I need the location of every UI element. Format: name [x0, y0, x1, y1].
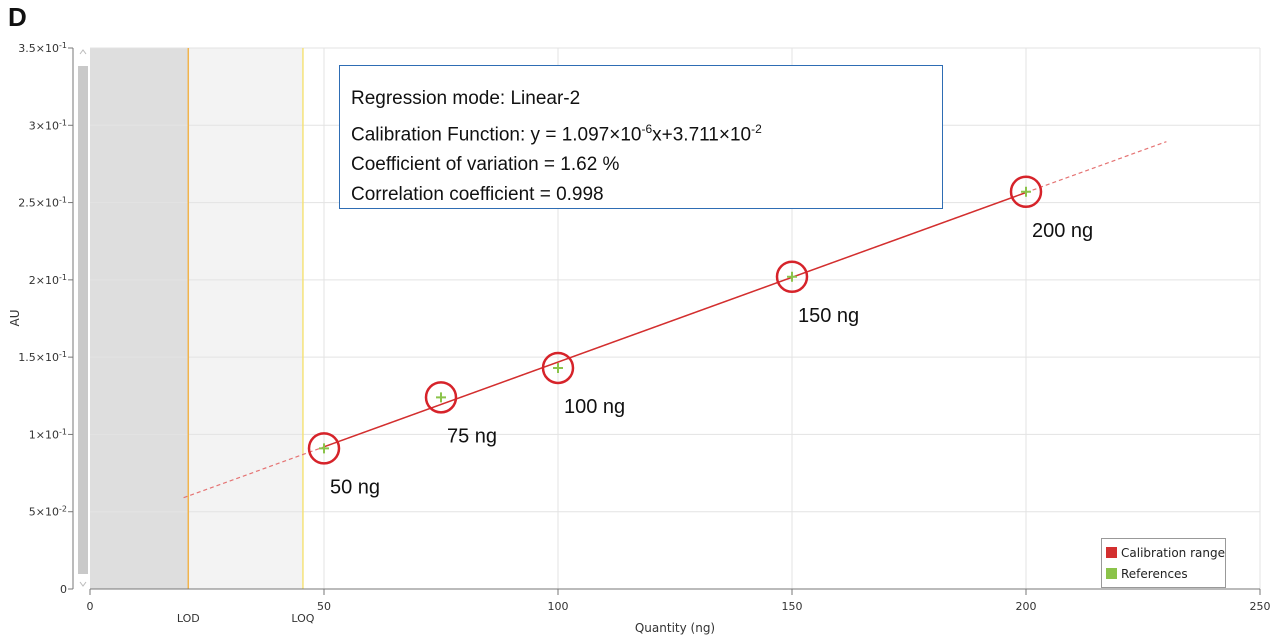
x-tick-label: 100 — [548, 600, 569, 613]
y-axis-title: AU — [8, 310, 22, 327]
regression-info-box: Regression mode: Linear-2 Calibration Fu… — [339, 65, 943, 209]
point-label: 50 ng — [330, 476, 380, 498]
x-tick-label: 250 — [1250, 600, 1271, 613]
legend-item-calibration-range[interactable]: Calibration range — [1106, 542, 1225, 563]
y-tick-label: 3.5×10-1 — [18, 41, 67, 55]
y-tick-label: 5×10-2 — [29, 505, 67, 519]
y-tick-label-base: 2.5×10 — [18, 197, 59, 210]
plot-layer: 50 ng 75 ng 100 ng 150 ng 200 ng — [183, 141, 1167, 498]
y-tick-label-exponent: -1 — [59, 273, 67, 282]
y-tick-label-exponent: -2 — [59, 505, 67, 514]
correlation-coefficient-text: Correlation coefficient = 0.998 — [351, 184, 604, 206]
panel-label: D — [8, 2, 27, 32]
reference-point-marker — [553, 362, 563, 373]
y-scrollbar-thumb[interactable] — [78, 66, 88, 574]
point-label: 100 ng — [564, 396, 625, 418]
y-tick-label: 2.5×10-1 — [18, 196, 67, 210]
y-tick-label: 0 — [60, 583, 67, 596]
background-layer — [90, 48, 303, 589]
loq-label: LOQ — [291, 612, 314, 625]
y-tick-label-base: 3.5×10 — [18, 42, 59, 55]
y-tick-label: 1×10-1 — [29, 427, 67, 441]
lod-label: LOD — [177, 612, 200, 625]
y-tick-label-base: 0 — [60, 583, 67, 596]
chart-legend: Calibration range References — [1101, 538, 1226, 588]
regression-mode-text: Regression mode: Linear-2 — [351, 88, 581, 109]
calibration-point-marker — [424, 381, 458, 414]
reference-point-marker — [1021, 186, 1031, 197]
point-label: 150 ng — [798, 305, 859, 327]
references-swatch — [1106, 568, 1117, 579]
x-tick-label: 0 — [87, 600, 94, 613]
y-tick-label-base: 1×10 — [29, 428, 59, 441]
x-tick-label: 200 — [1016, 600, 1037, 613]
calibration-range-line — [323, 191, 1027, 448]
reference-point-marker — [319, 443, 329, 454]
calibration-point-marker — [307, 432, 341, 465]
y-tick-label: 2×10-1 — [29, 273, 67, 287]
lod-loq-region — [188, 48, 303, 589]
scroll-up-arrow-icon — [79, 49, 87, 55]
reference-point-marker — [787, 271, 797, 282]
below-lod-region — [90, 48, 189, 589]
y-tick-label-base: 2×10 — [29, 274, 59, 287]
reference-point-marker — [436, 392, 446, 403]
calibration-function-prefix: Calibration Function: y = 1.097×10 — [351, 124, 642, 146]
y-tick-label-exponent: -1 — [59, 41, 67, 50]
y-tick-label: 1.5×10-1 — [18, 350, 67, 364]
coefficient-of-variation-text: Coefficient of variation = 1.62 % — [351, 154, 620, 176]
y-tick-label-exponent: -1 — [59, 196, 67, 205]
scroll-down-arrow-icon — [79, 581, 87, 587]
calibration-function-exponent-1: -6 — [641, 122, 653, 136]
x-axis-title: Quantity (ng) — [635, 621, 715, 635]
y-tick-label: 3×10-1 — [29, 118, 67, 132]
calibration-point-marker — [541, 351, 575, 385]
legend-label-calibration-range: Calibration range — [1121, 545, 1225, 560]
calibration-point-marker — [775, 260, 809, 294]
x-tick-label: 150 — [782, 600, 803, 613]
y-tick-label-exponent: -1 — [59, 427, 67, 436]
calibration-function-middle: x+3.711×10 — [652, 124, 752, 146]
legend-label-references: References — [1121, 566, 1188, 581]
point-label: 200 ng — [1032, 220, 1093, 242]
calibration-function-exponent-2: -2 — [751, 122, 762, 136]
y-tick-label-exponent: -1 — [59, 118, 67, 127]
x-tick-label: 50 — [317, 600, 331, 613]
y-tick-label-exponent: -1 — [59, 350, 67, 359]
y-tick-label-base: 3×10 — [29, 119, 59, 132]
y-tick-label-base: 5×10 — [29, 506, 59, 519]
legend-item-references[interactable]: References — [1106, 563, 1225, 584]
calibration-range-swatch — [1106, 547, 1117, 558]
point-label: 75 ng — [447, 425, 497, 447]
calibration-point-marker — [1009, 175, 1043, 209]
calibration-function-text: Calibration Function: y = 1.097×10-6x+3.… — [351, 114, 942, 150]
y-tick-label-base: 1.5×10 — [18, 351, 59, 364]
